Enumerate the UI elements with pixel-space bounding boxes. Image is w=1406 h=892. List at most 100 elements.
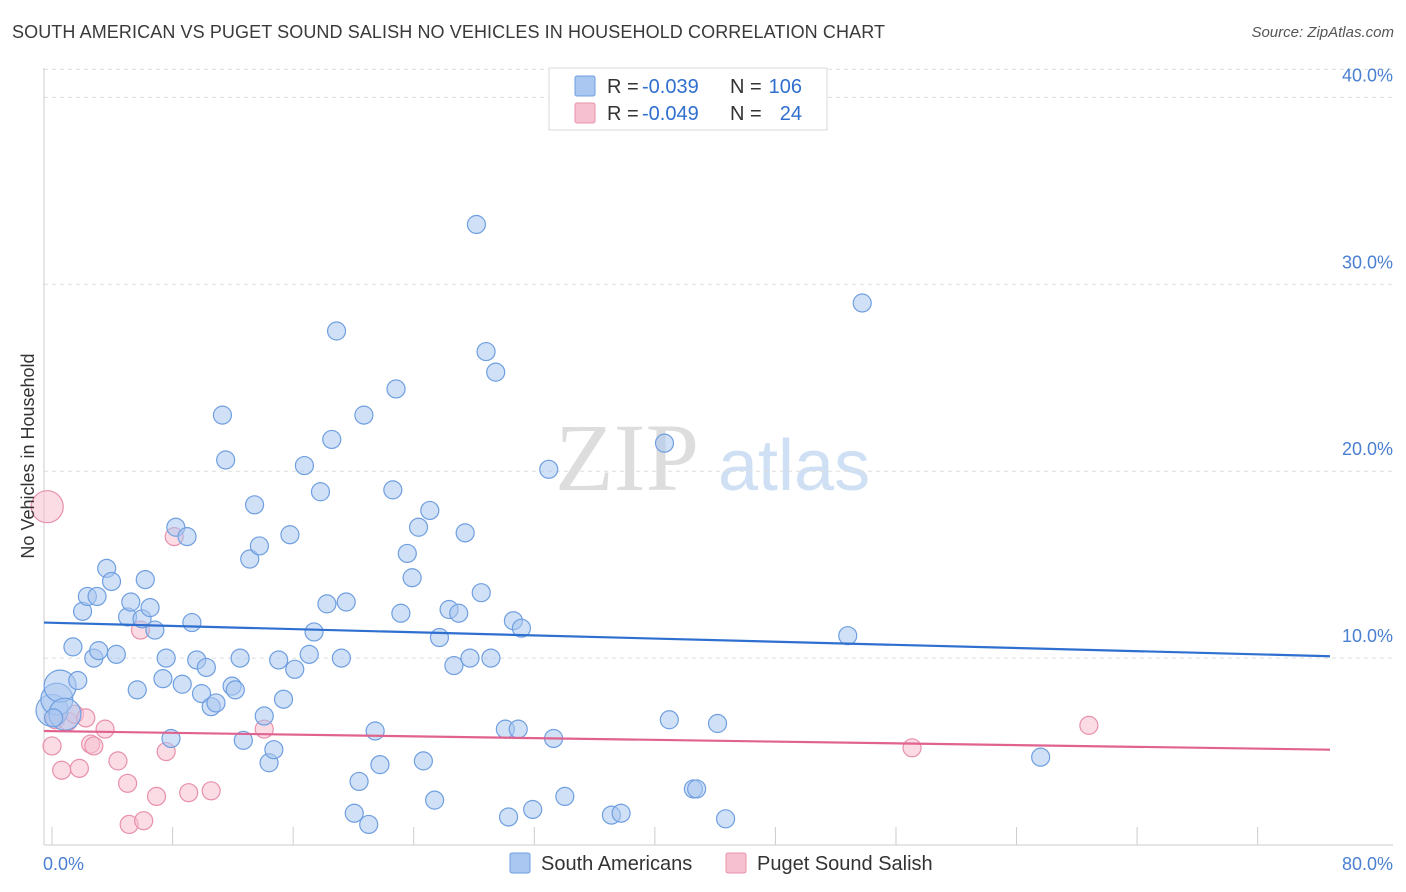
south-americans-point bbox=[402, 568, 422, 588]
south-americans-point bbox=[481, 648, 501, 668]
y-tick-labels: 10.0% 20.0% 30.0% 40.0% bbox=[1342, 65, 1393, 646]
south-americans-point bbox=[264, 740, 284, 760]
south-americans-point bbox=[216, 450, 236, 470]
south-americans-point bbox=[413, 751, 433, 771]
south-americans-point bbox=[444, 655, 464, 676]
y-tick-label: 30.0% bbox=[1342, 252, 1393, 272]
south-americans-point bbox=[285, 659, 305, 679]
bottom-legend-swatch-south-americans bbox=[509, 852, 531, 874]
series-legend: South Americans Puget Sound Salish bbox=[509, 852, 933, 875]
puget-sound-salish-point bbox=[52, 760, 72, 780]
legend-r-value-2: -0.049 bbox=[642, 103, 699, 125]
south-americans-point bbox=[539, 459, 559, 479]
source-credit: Source: ZipAtlas.com bbox=[1251, 24, 1394, 41]
trend-lines bbox=[43, 621, 1331, 751]
south-americans-point bbox=[89, 641, 109, 661]
x-tick-label-min: 0.0% bbox=[43, 854, 84, 874]
south-americans-point bbox=[106, 644, 126, 664]
south-americans-point bbox=[273, 689, 294, 709]
y-tick-label: 40.0% bbox=[1342, 65, 1393, 85]
south-americans-point bbox=[196, 657, 216, 678]
puget-sound-salish-point bbox=[95, 719, 115, 739]
chart-title: SOUTH AMERICAN VS PUGET SOUND SALISH NO … bbox=[12, 22, 886, 42]
south-americans-point bbox=[408, 517, 429, 537]
south-americans-point bbox=[344, 803, 364, 823]
south-americans-point bbox=[299, 644, 319, 664]
south-americans-point bbox=[523, 799, 543, 820]
south-americans-point bbox=[294, 455, 315, 476]
south-americans-point bbox=[304, 622, 324, 642]
south-americans-trend-line bbox=[43, 621, 1331, 658]
south-americans-point bbox=[63, 637, 83, 657]
puget-sound-salish-point bbox=[902, 738, 922, 758]
y-axis-title: No Vehicles in Household bbox=[18, 353, 38, 558]
south-americans-point bbox=[212, 405, 233, 425]
south-americans-point bbox=[172, 674, 192, 694]
south-americans-point bbox=[101, 571, 122, 592]
south-americans-point bbox=[455, 523, 475, 543]
south-americans-point bbox=[310, 482, 331, 502]
legend-r-label-2: R = bbox=[607, 103, 639, 125]
bottom-legend-label-south-americans: South Americans bbox=[541, 853, 692, 875]
puget-sound-salish-point bbox=[84, 736, 104, 756]
south-americans-point bbox=[466, 214, 487, 235]
puget-sound-salish-point bbox=[42, 736, 62, 756]
watermark-atlas: atlas bbox=[718, 426, 870, 506]
south-americans-point bbox=[449, 603, 469, 623]
south-americans-point bbox=[269, 650, 289, 670]
legend-r-label-1: R = bbox=[607, 76, 639, 98]
puget-sound-salish-point bbox=[134, 811, 154, 831]
legend-swatch-puget-sound-salish bbox=[574, 102, 596, 124]
south-americans-point bbox=[429, 627, 450, 648]
south-americans-point bbox=[135, 569, 155, 590]
puget-sound-salish-point bbox=[1079, 715, 1099, 735]
south-americans-point bbox=[331, 648, 351, 668]
south-americans-point bbox=[397, 543, 417, 564]
bottom-legend-label-puget-sound-salish: Puget Sound Salish bbox=[757, 853, 933, 875]
series-south-americans bbox=[35, 214, 1051, 835]
south-americans-point bbox=[206, 693, 226, 713]
south-americans-point bbox=[336, 592, 356, 612]
south-americans-point bbox=[659, 710, 679, 730]
puget-sound-salish-point bbox=[117, 773, 138, 793]
south-americans-point bbox=[511, 618, 532, 638]
legend-n-value-1: 106 bbox=[769, 76, 802, 98]
south-americans-point bbox=[383, 480, 403, 500]
legend-n-label-2: N = bbox=[730, 103, 762, 125]
south-americans-point bbox=[715, 809, 736, 829]
south-americans-point bbox=[156, 648, 176, 668]
south-americans-point bbox=[707, 713, 728, 734]
puget-sound-salish-point bbox=[69, 758, 89, 778]
legend-swatch-south-americans bbox=[574, 75, 596, 97]
puget-sound-salish-point bbox=[201, 781, 221, 801]
south-americans-point bbox=[225, 680, 245, 700]
south-americans-point bbox=[44, 708, 64, 728]
south-americans-point bbox=[244, 495, 265, 515]
south-americans-point bbox=[182, 612, 202, 633]
south-americans-point bbox=[145, 620, 165, 640]
south-americans-point bbox=[471, 583, 491, 603]
south-americans-point bbox=[317, 594, 337, 614]
south-americans-point bbox=[386, 379, 406, 399]
south-americans-point bbox=[322, 429, 342, 450]
south-americans-point bbox=[420, 500, 440, 521]
south-americans-point bbox=[230, 648, 250, 668]
south-americans-point bbox=[249, 536, 270, 556]
south-americans-point bbox=[354, 405, 374, 425]
legend-n-label-1: N = bbox=[730, 76, 762, 98]
bottom-legend-swatch-puget-sound-salish bbox=[725, 852, 747, 874]
south-americans-point bbox=[127, 680, 147, 700]
south-americans-point bbox=[476, 341, 496, 362]
south-americans-point bbox=[370, 755, 390, 775]
south-americans-point bbox=[349, 771, 369, 792]
south-americans-point bbox=[280, 525, 300, 545]
south-americans-point bbox=[153, 669, 173, 689]
south-americans-point bbox=[852, 293, 872, 313]
puget-sound-salish-point bbox=[30, 490, 64, 524]
correlation-legend: R = -0.039 N = 106 R = -0.049 N = 24 bbox=[548, 67, 828, 131]
puget-sound-salish-trend-line bbox=[43, 729, 1331, 751]
puget-sound-salish-point bbox=[108, 751, 128, 771]
south-americans-point bbox=[654, 433, 675, 453]
south-americans-point bbox=[254, 706, 274, 726]
south-americans-point bbox=[611, 803, 631, 823]
